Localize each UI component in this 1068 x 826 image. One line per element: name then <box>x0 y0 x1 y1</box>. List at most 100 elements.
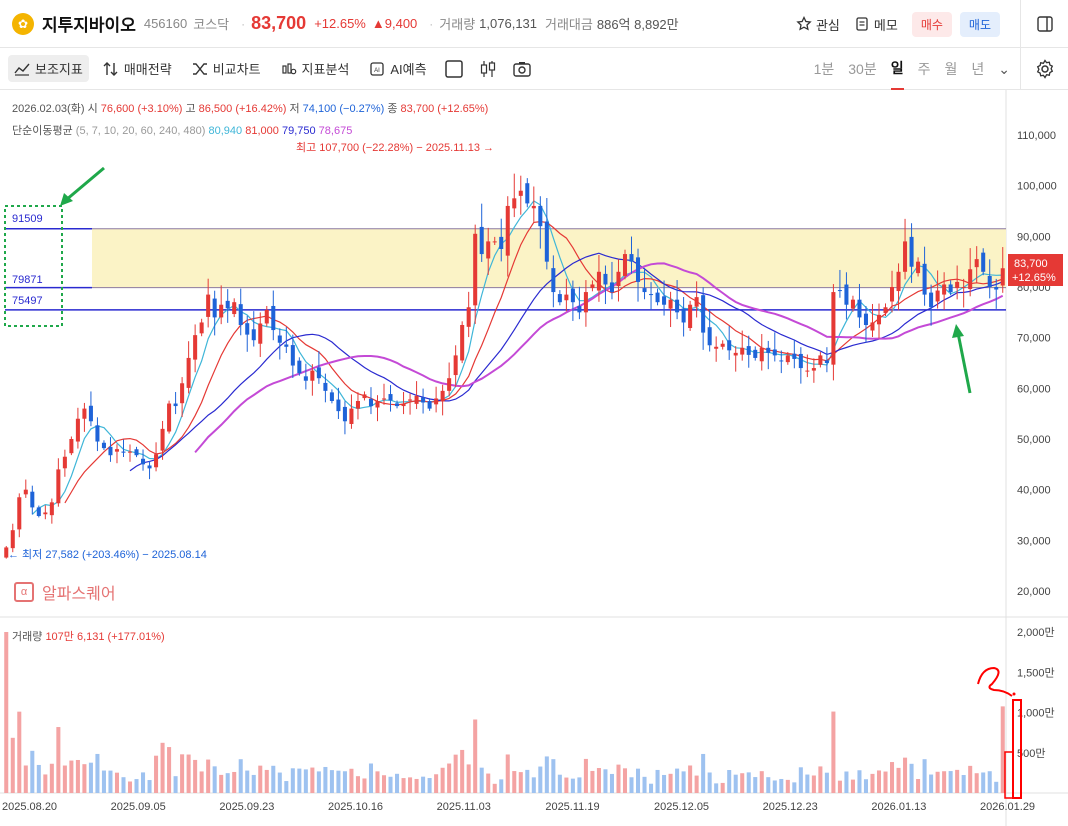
candle <box>844 272 849 320</box>
period-day[interactable]: 일 <box>890 48 904 90</box>
candle-body <box>134 449 139 456</box>
candle <box>199 318 204 337</box>
price-axis-tick: 50,000 <box>1017 434 1051 446</box>
candle-body <box>36 507 41 517</box>
volume-panel-title: 거래량 <box>12 631 43 643</box>
candle-body <box>316 367 321 379</box>
candle-body <box>362 394 367 399</box>
price-chart[interactable]: 110,000100,00090,00080,00070,00060,00050… <box>0 90 1068 826</box>
volume-panel-label: 거래량 107만 6,131 (+177.01%) <box>12 628 165 644</box>
candle <box>616 259 621 302</box>
volume-bar <box>707 772 712 793</box>
ma5-value: 80,940 <box>208 125 243 137</box>
volume-bar <box>675 768 680 793</box>
candle <box>473 224 478 324</box>
candle-body <box>863 313 868 325</box>
current-price: 83,700 <box>251 13 307 33</box>
watch-button[interactable]: 관심 <box>796 15 840 34</box>
volume-bar <box>655 769 660 793</box>
price-axis-tick: 40,000 <box>1017 485 1051 497</box>
candle <box>551 255 556 308</box>
ai-chip-icon: AI <box>370 61 385 76</box>
candle-body <box>603 273 608 285</box>
volume-bar <box>310 767 315 793</box>
candle <box>238 288 243 336</box>
stock-name[interactable]: 지투지바이오 <box>42 16 136 35</box>
candle-body <box>23 489 28 495</box>
square-tool-button[interactable] <box>441 56 467 82</box>
volume-bar <box>440 767 445 793</box>
indicator-button[interactable]: 보조지표 <box>8 55 89 82</box>
volume-value: 1,076,131 <box>479 16 538 31</box>
candle <box>635 248 641 302</box>
sell-button[interactable]: 매도 <box>959 11 1000 37</box>
candle-body <box>642 288 647 293</box>
candle <box>590 280 595 292</box>
candle-body <box>792 353 797 359</box>
memo-button[interactable]: 메모 <box>854 15 898 34</box>
candle-body <box>635 257 641 282</box>
buy-button[interactable]: 매수 <box>911 11 952 37</box>
analysis-button[interactable]: 지표분석 <box>275 55 356 82</box>
amount-label: 거래대금 <box>545 17 593 32</box>
period-more-chevron-icon[interactable]: ⌄ <box>998 61 1010 77</box>
period-week[interactable]: 주 <box>917 61 931 77</box>
candle <box>922 246 927 306</box>
analysis-label: 지표분석 <box>301 62 350 77</box>
volume-label: 거래량 <box>439 17 476 32</box>
volume-bar <box>583 758 588 793</box>
compare-button[interactable]: 비교차트 <box>186 55 267 82</box>
volume-bar <box>479 767 484 793</box>
volume-bar <box>981 772 986 793</box>
screenshot-button[interactable] <box>509 56 535 82</box>
panel-toggle-button[interactable] <box>1020 0 1068 48</box>
volume-bar <box>30 750 35 793</box>
candle-body <box>837 290 842 292</box>
candle <box>929 284 934 326</box>
candle <box>154 442 159 472</box>
candle <box>890 270 895 313</box>
candle-body <box>10 530 15 549</box>
candle-body <box>896 271 901 292</box>
volume-bar <box>427 778 432 793</box>
candle <box>440 384 445 416</box>
candle-body <box>381 398 387 400</box>
candle <box>629 236 634 274</box>
candle-body <box>368 398 374 407</box>
candle <box>297 357 302 376</box>
ai-predict-button[interactable]: AI AI예측 <box>363 55 432 82</box>
period-30min[interactable]: 30분 <box>848 61 877 77</box>
volume-bar <box>909 763 914 793</box>
candle <box>434 386 439 413</box>
candle-body <box>4 547 9 558</box>
strategy-button[interactable]: 매매전략 <box>97 55 178 82</box>
ma5-line <box>31 200 1003 515</box>
volume-bar <box>88 762 93 793</box>
period-year[interactable]: 년 <box>971 61 985 77</box>
candle-body <box>779 360 784 362</box>
volume-bar <box>642 776 647 793</box>
volume-bar <box>290 768 295 793</box>
candle-body <box>759 347 764 362</box>
price-axis-tick: 100,000 <box>1017 181 1057 193</box>
volume-bar <box>447 763 452 793</box>
price-axis-tick: 20,000 <box>1017 586 1051 598</box>
candle <box>186 341 191 394</box>
ma20-value: 79,750 <box>281 125 316 137</box>
settings-button[interactable] <box>1020 48 1068 90</box>
volume-bar <box>538 766 543 793</box>
candle-body <box>395 403 400 407</box>
price-axis-tick: 70,000 <box>1017 333 1051 345</box>
date-axis-tick: 2025.09.05 <box>111 801 166 813</box>
volume-bar <box>408 777 413 793</box>
candle <box>121 439 126 457</box>
ma-label[interactable]: 단순이동평균 <box>12 125 73 137</box>
volume-bar <box>662 774 667 793</box>
volume-bar <box>141 772 146 793</box>
period-1min[interactable]: 1분 <box>813 61 835 77</box>
candle-style-button[interactable] <box>475 56 501 82</box>
candle <box>56 458 61 507</box>
candle <box>512 173 517 218</box>
candle-body <box>948 284 953 293</box>
period-month[interactable]: 월 <box>944 61 958 77</box>
